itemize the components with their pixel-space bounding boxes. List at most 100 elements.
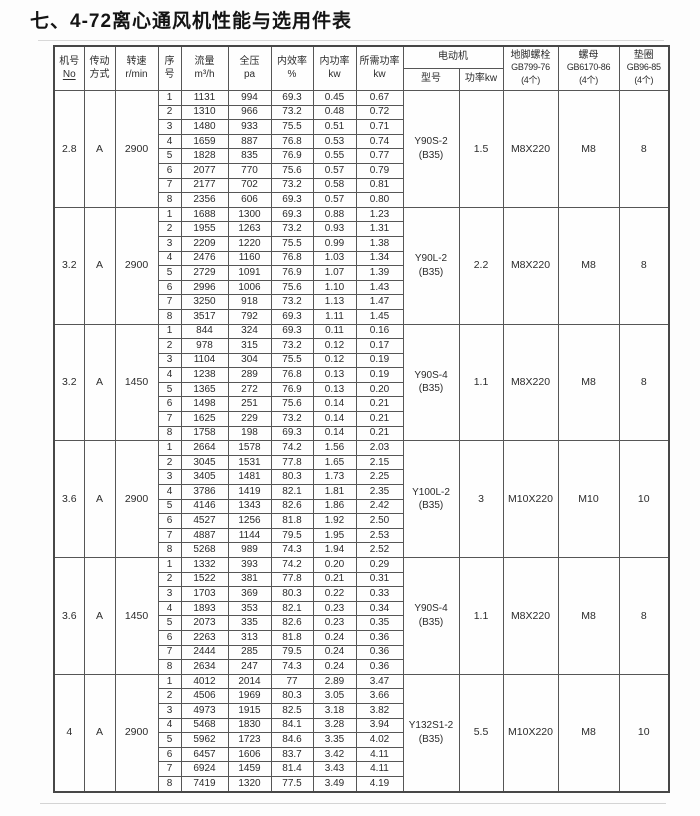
flow-cell: 1238	[180, 367, 229, 383]
internal-power-cell: 1.13	[312, 294, 357, 310]
anchor-bolt-cell: M8X220	[502, 206, 559, 325]
efficiency-cell: 75.5	[270, 352, 314, 369]
required-power-cell: 0.20	[355, 381, 404, 398]
required-power-cell: 4.02	[355, 732, 404, 748]
pressure-cell: 1459	[227, 761, 272, 777]
required-power-cell: 2.35	[355, 484, 404, 500]
internal-power-cell: 1.73	[312, 469, 357, 486]
table-row: 4 3786 1419 82.1 1.81 2.35	[54, 484, 669, 500]
header-line: 机号	[59, 56, 80, 67]
table-row: 2.8 A 2900 1 1131 994 69.3 0.45 0.67 Y90S-2 (B35) 1…	[53, 90, 670, 208]
pressure-cell: 393	[227, 557, 272, 573]
efficiency-cell: 81.4	[270, 761, 314, 777]
header-line: No	[62, 68, 76, 80]
seq-cell: 5	[157, 148, 182, 164]
efficiency-cell: 76.8	[270, 367, 314, 383]
internal-power-cell: 1.03	[312, 250, 357, 267]
drive-mode-cell: A	[83, 673, 116, 793]
internal-power-cell: 3.05	[312, 688, 357, 704]
pressure-cell: 1830	[227, 717, 272, 734]
flow-cell: 3250	[180, 294, 229, 310]
required-power-cell: 0.81	[355, 177, 404, 194]
flow-cell: 3786	[180, 484, 229, 500]
header-line: 号	[164, 68, 175, 80]
efficiency-cell: 77.8	[270, 454, 314, 471]
header-line: pa	[243, 68, 256, 80]
flow-cell: 4506	[180, 688, 229, 704]
page-title: 七、4-72离心通风机性能与选用件表	[30, 11, 353, 32]
flow-cell: 2263	[180, 629, 229, 646]
seq-cell: 6	[157, 746, 182, 763]
efficiency-cell: 77	[270, 673, 314, 690]
nut-cell: M8	[557, 323, 620, 442]
flow-cell: 1131	[180, 90, 229, 106]
col-header-washer: 垫圈 GB96-85 (4个)	[618, 45, 670, 91]
internal-power-cell: 0.24	[312, 644, 357, 661]
efficiency-cell: 76.8	[270, 250, 314, 267]
pressure-cell: 272	[227, 381, 272, 398]
motor-model-line: (B35)	[418, 500, 444, 512]
flow-cell: 2634	[180, 659, 229, 675]
efficiency-cell: 76.8	[270, 133, 314, 150]
seq-cell: 8	[157, 425, 182, 442]
pressure-cell: 2014	[227, 673, 272, 690]
pressure-cell: 381	[227, 571, 272, 588]
header-row-1: 机号 No 传动 方式 转速 r/min 序 号 流量 m³/h	[53, 45, 670, 91]
efficiency-cell: 76.9	[270, 148, 314, 164]
speed-cell: 2900	[114, 90, 159, 208]
anchor-bolt-cell: M8X220	[502, 323, 559, 442]
seq-cell: 5	[157, 615, 182, 631]
internal-power-cell: 0.93	[312, 221, 357, 237]
flow-cell: 4887	[180, 527, 229, 544]
flow-cell: 1893	[180, 600, 229, 617]
internal-power-cell: 0.22	[312, 586, 357, 602]
seq-cell: 8	[157, 542, 182, 558]
efficiency-cell: 81.8	[270, 513, 314, 529]
required-power-cell: 1.47	[355, 294, 404, 310]
motor-model-line: Y90S-4	[414, 603, 448, 615]
required-power-cell: 3.47	[355, 673, 404, 690]
pressure-cell: 315	[227, 338, 272, 354]
pressure-cell: 1419	[227, 484, 272, 500]
efficiency-cell: 77.8	[270, 571, 314, 588]
seq-cell: 5	[157, 498, 182, 515]
header-line: kw	[373, 68, 386, 80]
pressure-cell: 966	[227, 104, 272, 121]
motor-model-cell: Y90S-2 (B35)	[402, 90, 460, 208]
flow-cell: 4527	[180, 513, 229, 529]
pressure-cell: 324	[227, 323, 272, 340]
flow-cell: 2444	[180, 644, 229, 661]
table-row: 5 1365 272 76.9 0.13 0.20	[54, 381, 669, 398]
pressure-cell: 198	[227, 425, 272, 442]
efficiency-cell: 81.8	[270, 629, 314, 646]
table-row: 8 2634 247 74.3 0.24 0.36	[54, 659, 669, 675]
flow-cell: 1703	[180, 586, 229, 602]
required-power-cell: 0.36	[355, 659, 404, 675]
table-row: 6 1498 251 75.6 0.14 0.21	[54, 396, 669, 413]
internal-power-cell: 0.57	[312, 162, 357, 179]
internal-power-cell: 0.55	[312, 148, 357, 164]
table-row: 2 1522 381 77.8 0.21 0.31	[54, 571, 669, 588]
pressure-cell: 1915	[227, 702, 272, 719]
internal-power-cell: 0.24	[312, 659, 357, 675]
table-row: 3.2 A 2900 1 1688 1300 69.3 0.88 1.23 Y90L-2 (B35)…	[53, 206, 670, 325]
table-row: 7 2177 702 73.2 0.58 0.81	[54, 177, 669, 194]
table-row: 7 1625 229 73.2 0.14 0.21	[54, 411, 669, 427]
flow-cell: 6457	[180, 746, 229, 763]
pressure-cell: 1320	[227, 775, 272, 793]
internal-power-cell: 0.13	[312, 367, 357, 383]
pressure-cell: 1091	[227, 265, 272, 281]
required-power-cell: 0.67	[355, 90, 404, 106]
internal-power-cell: 3.42	[312, 746, 357, 763]
seq-cell: 4	[157, 133, 182, 150]
header-line: 传动	[89, 56, 110, 67]
efficiency-cell: 74.2	[270, 557, 314, 573]
table-row: 2 978 315 73.2 0.12 0.17	[54, 338, 669, 354]
flow-cell: 2077	[180, 162, 229, 179]
header-line: 方式	[89, 68, 110, 80]
flow-cell: 2476	[180, 250, 229, 267]
required-power-cell: 0.29	[355, 557, 404, 573]
internal-power-cell: 3.28	[312, 717, 357, 734]
efficiency-cell: 74.3	[270, 659, 314, 675]
required-power-cell: 0.80	[355, 192, 404, 208]
